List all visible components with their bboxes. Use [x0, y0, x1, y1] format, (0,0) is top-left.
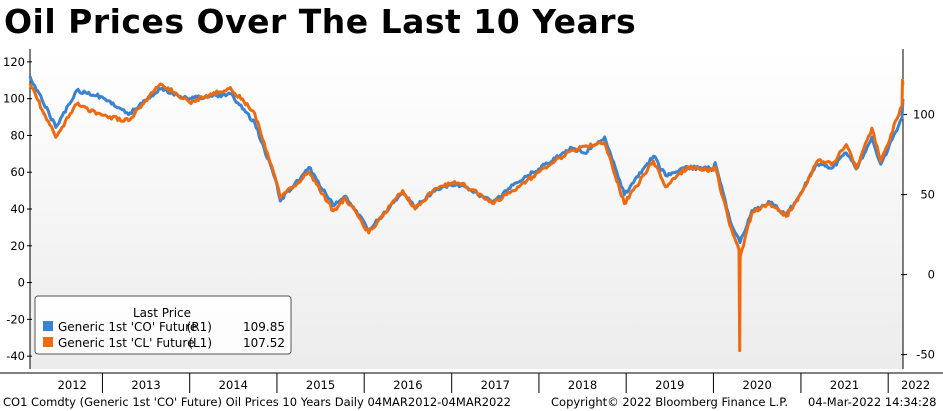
legend-swatch-cl	[43, 337, 53, 347]
year-label: 2015	[306, 378, 335, 392]
legend-label-cl: Generic 1st 'CL' Future	[58, 336, 194, 350]
legend: Last Price Generic 1st 'CO' Future (R1) …	[34, 295, 292, 355]
year-label: 2012	[58, 378, 87, 392]
left-tick-label: -40	[6, 349, 25, 363]
right-tick-label: 0	[928, 268, 935, 282]
right-tick-label: -50	[916, 348, 935, 362]
chart-title: Oil Prices Over The Last 10 Years	[4, 2, 637, 41]
year-label: 2022	[901, 378, 930, 392]
year-label: 2017	[481, 378, 510, 392]
x-axis: 2012 2013 2014 2015 2016 2017 2018 2019 2020 2021…	[0, 372, 943, 393]
legend-value-co: 109.85	[243, 320, 285, 334]
year-label: 2020	[743, 378, 772, 392]
year-label: 2018	[568, 378, 597, 392]
right-axis: 100 50 0 -50	[901, 49, 935, 369]
left-tick-label: 120	[3, 55, 25, 69]
left-tick-label: 100	[3, 92, 25, 106]
legend-swatch-co	[43, 321, 53, 331]
year-label: 2014	[219, 378, 248, 392]
legend-axis-co: (R1)	[187, 320, 212, 334]
left-tick-label: 20	[10, 239, 25, 253]
legend-axis-cl: (L1)	[188, 336, 212, 350]
left-tick-label: 80	[10, 128, 25, 142]
year-label: 2019	[655, 378, 684, 392]
left-tick-label: 60	[10, 165, 25, 179]
footer-timestamp: 04-Mar-2022 14:34:28	[808, 395, 937, 409]
legend-value-cl: 107.52	[243, 336, 285, 350]
right-tick-label: 100	[913, 108, 935, 122]
right-tick-label: 50	[920, 188, 935, 202]
left-tick-label: -20	[6, 312, 25, 326]
left-tick-label: 0	[18, 276, 25, 290]
legend-label-co: Generic 1st 'CO' Future	[58, 320, 197, 334]
footer: CO1 Comdty (Generic 1st 'CO' Future) Oil…	[0, 395, 943, 411]
left-tick-label: 40	[10, 202, 25, 216]
series-layer	[28, 75, 905, 353]
year-label: 2013	[131, 378, 160, 392]
series-cl-line	[28, 78, 905, 353]
year-label: 2016	[393, 378, 422, 392]
left-axis: 120 100 80 60 40 20 0 -20 -40	[3, 49, 32, 369]
footer-source: CO1 Comdty (Generic 1st 'CO' Future) Oil…	[3, 395, 511, 409]
year-label: 2021	[830, 378, 859, 392]
legend-heading: Last Price	[133, 306, 191, 320]
footer-copyright: Copyright© 2022 Bloomberg Finance L.P.	[551, 395, 788, 409]
legend-box	[34, 295, 292, 355]
